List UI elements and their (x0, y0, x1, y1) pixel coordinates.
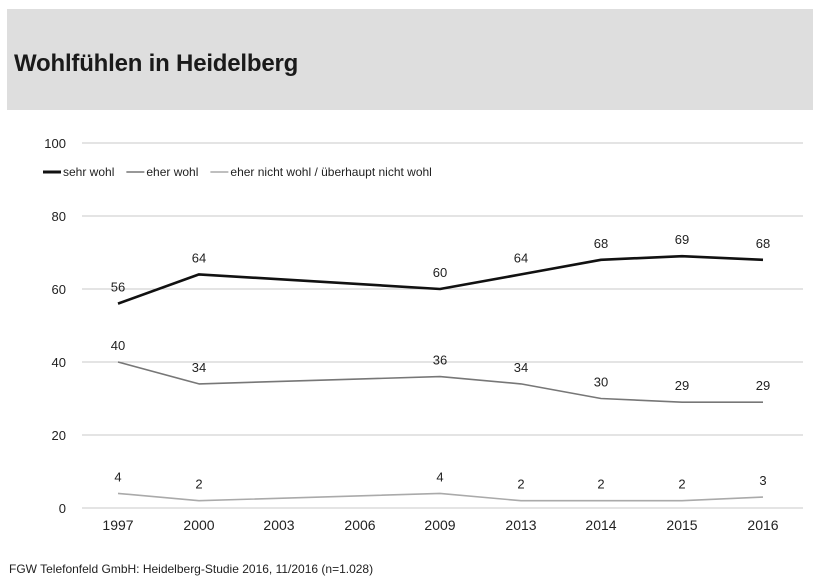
data-label: 4 (114, 469, 121, 484)
source-note: FGW Telefonfeld GmbH: Heidelberg-Studie … (9, 562, 374, 576)
x-tick-label: 2014 (585, 517, 616, 533)
data-label: 29 (675, 378, 689, 393)
data-label: 2 (195, 477, 202, 492)
x-tick-label: 2016 (747, 517, 778, 533)
data-label: 34 (514, 360, 528, 375)
data-label: 68 (756, 236, 770, 251)
data-label: 56 (111, 280, 125, 295)
series-line-1 (117, 361, 763, 403)
y-tick-label: 80 (52, 209, 66, 224)
page-title: Wohlfühlen in Heidelberg (14, 50, 299, 77)
data-label: 68 (594, 236, 608, 251)
y-tick-label: 0 (59, 501, 66, 516)
data-label: 36 (433, 353, 447, 368)
x-tick-label: 2006 (344, 517, 375, 533)
title-banner (7, 9, 813, 110)
y-tick-label: 100 (44, 136, 66, 151)
data-label: 30 (594, 375, 608, 390)
series-line-0 (117, 254, 764, 305)
y-tick-label: 40 (52, 355, 66, 370)
x-tick-label: 2000 (183, 517, 214, 533)
x-tick-label: 2013 (505, 517, 536, 533)
data-label: 69 (675, 232, 689, 247)
legend-label: sehr wohl (63, 165, 114, 179)
data-label: 64 (192, 250, 206, 265)
data-label: 29 (756, 378, 770, 393)
data-label: 2 (678, 477, 685, 492)
data-label: 2 (517, 477, 524, 492)
data-label: 60 (433, 265, 447, 280)
data-label: 34 (192, 360, 206, 375)
legend-label: eher wohl (146, 165, 198, 179)
series-line-2 (117, 492, 764, 502)
data-label: 64 (514, 250, 528, 265)
y-tick-label: 20 (52, 428, 66, 443)
data-label: 3 (759, 473, 766, 488)
x-tick-label: 2003 (263, 517, 294, 533)
data-label: 4 (436, 469, 443, 484)
legend-label: eher nicht wohl / überhaupt nicht wohl (230, 165, 431, 179)
y-tick-label: 60 (52, 282, 66, 297)
x-tick-label: 2009 (424, 517, 455, 533)
x-tick-label: 1997 (102, 517, 133, 533)
data-label: 2 (597, 477, 604, 492)
data-label: 40 (111, 338, 125, 353)
x-tick-label: 2015 (666, 517, 697, 533)
